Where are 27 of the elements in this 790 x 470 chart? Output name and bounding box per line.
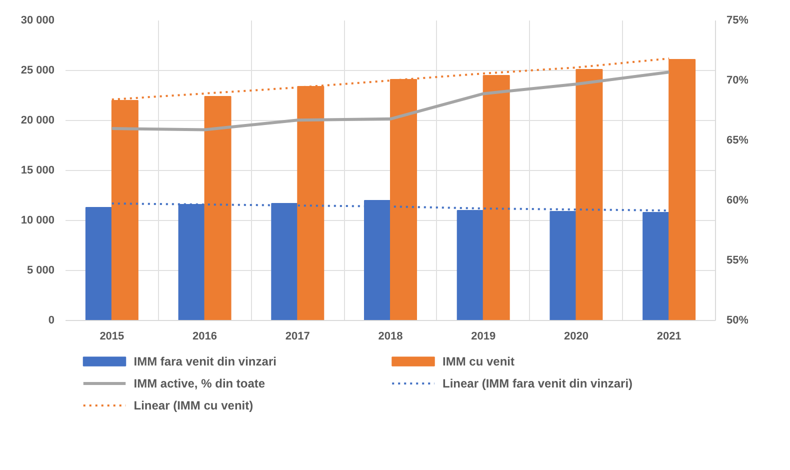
line-series — [110, 70, 671, 132]
y-tick-label: 30 000 — [20, 14, 55, 26]
y2-tick-label: 75% — [726, 14, 749, 26]
y2-tick-label: 50% — [726, 314, 749, 326]
legend-label: IMM cu venit — [442, 354, 515, 368]
legend-label: IMM fara venit din vinzari — [134, 354, 276, 368]
y-tick-label: 15 000 — [20, 164, 55, 176]
y-tick-label: 20 000 — [20, 114, 55, 126]
x-tick-label: 2018 — [378, 330, 403, 342]
y-tick-label: 0 — [48, 314, 55, 326]
x-tick-label: 2015 — [100, 330, 124, 342]
legend-label: IMM active, % din toate — [134, 376, 266, 390]
x-tick-label: 2020 — [564, 330, 588, 342]
y-tick-label: 25 000 — [20, 64, 55, 76]
x-tick-label: 2016 — [192, 330, 218, 342]
x-tick-label: 2017 — [285, 330, 310, 342]
y2-tick-label: 55% — [726, 254, 749, 266]
y2-tick-label: 60% — [726, 194, 749, 206]
legend-label: Linear (IMM fara venit din vinzari) — [442, 376, 633, 390]
x-tick-label: 2021 — [656, 330, 682, 342]
x-tick-label: 2019 — [471, 330, 496, 342]
y-tick-label: 10 000 — [20, 214, 55, 226]
legend-label: Linear (IMM cu venit) — [134, 398, 254, 412]
y2-tick-label: 65% — [726, 134, 749, 146]
y2-tick-label: 70% — [726, 74, 749, 86]
y-tick-label: 5 000 — [26, 264, 55, 276]
bar — [85, 207, 112, 320]
